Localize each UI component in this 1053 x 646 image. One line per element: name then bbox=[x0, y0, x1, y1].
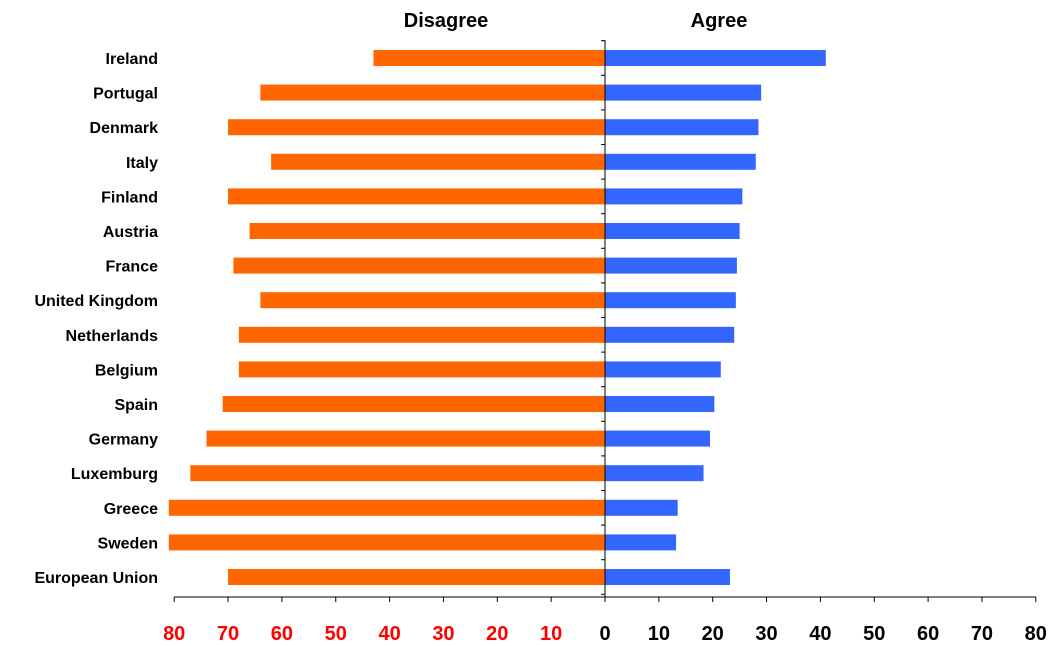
x-tick-label-right-0: 0 bbox=[599, 623, 610, 645]
bar-disagree-luxemburg bbox=[190, 465, 606, 482]
bar-disagree-portugal bbox=[260, 84, 605, 101]
bar-agree-european-union bbox=[605, 569, 730, 585]
x-tick-label-left-20: 20 bbox=[486, 623, 508, 645]
x-tick-label-right-10: 10 bbox=[648, 623, 670, 645]
bar-disagree-belgium bbox=[238, 361, 605, 378]
x-tick-label-right-30: 30 bbox=[755, 623, 777, 645]
bar-agree-germany bbox=[605, 430, 711, 447]
category-label-united-kingdom: United Kingdom bbox=[34, 293, 158, 310]
bar-disagree-finland bbox=[228, 188, 606, 205]
bar-agree-belgium bbox=[605, 361, 721, 378]
bar-agree-sweden bbox=[605, 534, 677, 551]
x-tick-label-left-80: 80 bbox=[163, 623, 185, 645]
bar-disagree-spain bbox=[222, 396, 606, 412]
category-label-austria: Austria bbox=[103, 224, 158, 241]
bar-agree-ireland bbox=[605, 50, 826, 66]
bar-disagree-united-kingdom bbox=[260, 292, 605, 309]
bar-disagree-netherlands bbox=[238, 326, 605, 343]
labels-layer: Ireland Portugal Denmark Italy Finland Austri… bbox=[34, 10, 1046, 645]
bar-agree-spain bbox=[605, 396, 715, 412]
bar-agree-finland bbox=[605, 188, 743, 205]
bar-agree-luxemburg bbox=[605, 465, 704, 482]
category-label-ireland: Ireland bbox=[106, 51, 158, 68]
bar-agree-netherlands bbox=[605, 326, 735, 343]
x-tick-label-left-10: 10 bbox=[540, 623, 562, 645]
header-agree: Agree bbox=[691, 10, 748, 32]
bar-disagree-ireland bbox=[373, 50, 605, 66]
category-label-italy: Italy bbox=[126, 155, 158, 172]
bar-agree-italy bbox=[605, 153, 756, 170]
bar-agree-portugal bbox=[605, 84, 762, 101]
category-label-finland: Finland bbox=[101, 189, 158, 206]
category-label-spain: Spain bbox=[114, 397, 158, 414]
x-tick-label-left-60: 60 bbox=[271, 623, 293, 645]
bar-disagree-european-union bbox=[228, 569, 606, 585]
category-label-denmark: Denmark bbox=[90, 120, 159, 137]
axes-layer bbox=[173, 40, 1037, 602]
bar-disagree-austria bbox=[249, 223, 605, 239]
category-label-sweden: Sweden bbox=[98, 535, 158, 552]
x-tick-label-right-60: 60 bbox=[917, 623, 939, 645]
bar-agree-france bbox=[605, 257, 737, 274]
bar-disagree-france bbox=[233, 257, 605, 274]
bar-disagree-sweden bbox=[168, 534, 605, 551]
x-tick-label-right-40: 40 bbox=[809, 623, 831, 645]
x-tick-label-right-50: 50 bbox=[863, 623, 885, 645]
header-disagree: Disagree bbox=[404, 10, 489, 32]
x-tick-label-right-20: 20 bbox=[702, 623, 724, 645]
bar-disagree-greece bbox=[168, 499, 605, 516]
x-tick-label-right-70: 70 bbox=[971, 623, 993, 645]
bar-disagree-denmark bbox=[228, 119, 606, 136]
bar-agree-austria bbox=[605, 223, 740, 239]
bar-agree-denmark bbox=[605, 119, 759, 136]
x-tick-label-left-30: 30 bbox=[432, 623, 454, 645]
category-label-netherlands: Netherlands bbox=[66, 328, 159, 345]
x-tick-label-right-80: 80 bbox=[1025, 623, 1047, 645]
bar-agree-greece bbox=[605, 499, 678, 516]
bar-agree-united-kingdom bbox=[605, 292, 736, 309]
category-label-european-union: European Union bbox=[34, 570, 158, 587]
category-label-belgium: Belgium bbox=[95, 362, 158, 379]
x-tick-label-left-70: 70 bbox=[217, 623, 239, 645]
category-label-greece: Greece bbox=[104, 501, 158, 518]
category-label-portugal: Portugal bbox=[93, 86, 158, 103]
category-label-germany: Germany bbox=[89, 432, 158, 449]
x-tick-label-left-40: 40 bbox=[378, 623, 400, 645]
bar-disagree-italy bbox=[271, 153, 605, 170]
bar-disagree-germany bbox=[206, 430, 605, 447]
category-label-france: France bbox=[106, 259, 159, 276]
category-label-luxemburg: Luxemburg bbox=[71, 466, 158, 483]
x-tick-label-left-50: 50 bbox=[325, 623, 347, 645]
bars-layer bbox=[168, 50, 826, 585]
